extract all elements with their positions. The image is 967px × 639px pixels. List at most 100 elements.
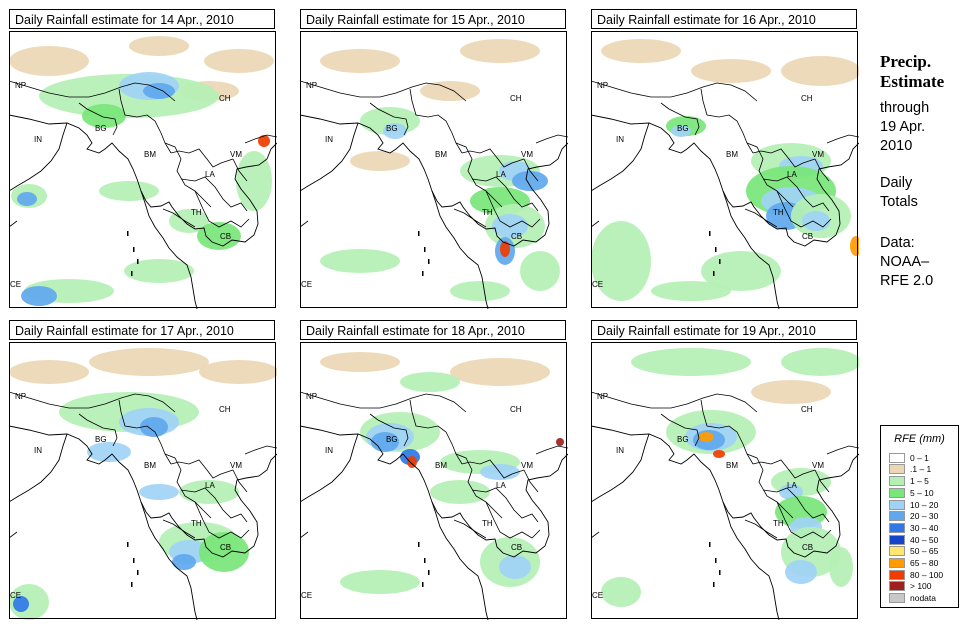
coastline bbox=[431, 501, 489, 620]
legend-swatch bbox=[889, 546, 905, 557]
country-label: BM bbox=[144, 150, 156, 159]
island bbox=[428, 570, 430, 575]
coastline bbox=[140, 190, 198, 309]
rain-area bbox=[139, 484, 179, 500]
legend-item: .1 – 1 bbox=[889, 464, 931, 476]
island bbox=[133, 558, 135, 563]
rain-area bbox=[601, 577, 641, 607]
country-border bbox=[369, 102, 409, 136]
island bbox=[418, 231, 420, 236]
country-label: CH bbox=[219, 405, 231, 414]
rain-area bbox=[87, 442, 131, 462]
country-border bbox=[9, 220, 18, 228]
legend-swatch bbox=[889, 464, 905, 475]
country-label: VM bbox=[812, 461, 824, 470]
country-label: CE bbox=[301, 280, 312, 289]
coastline bbox=[591, 425, 859, 558]
country-label: VM bbox=[812, 150, 824, 159]
country-border bbox=[300, 80, 467, 102]
panel-title: Daily Rainfall estimate for 16 Apr., 201… bbox=[591, 9, 857, 29]
country-border bbox=[78, 413, 118, 447]
rain-area bbox=[172, 554, 196, 570]
legend-label: 65 – 80 bbox=[910, 558, 939, 569]
data-line-1: Data: bbox=[880, 235, 915, 251]
rain-area bbox=[701, 251, 781, 291]
rain-area bbox=[340, 570, 420, 594]
country-border bbox=[244, 445, 277, 455]
rainfall-map: NP CH IN BG BM VM LA TH CB CE bbox=[300, 31, 568, 309]
country-label: BM bbox=[144, 461, 156, 470]
country-label: CH bbox=[801, 94, 813, 103]
country-border bbox=[162, 519, 196, 539]
country-label: VM bbox=[230, 150, 242, 159]
country-border bbox=[591, 80, 758, 102]
through-block: through 19 Apr. 2010 bbox=[880, 99, 929, 156]
country-border bbox=[170, 459, 234, 479]
coastline bbox=[140, 501, 198, 620]
country-label: CE bbox=[592, 280, 603, 289]
rain-area bbox=[204, 49, 274, 73]
rain-area bbox=[197, 222, 241, 250]
country-border bbox=[776, 190, 832, 228]
rain-area bbox=[17, 192, 37, 206]
island bbox=[137, 570, 139, 575]
coastline bbox=[431, 190, 489, 309]
data-source-block: Data: NOAA– RFE 2.0 bbox=[880, 234, 933, 291]
panel-title: Daily Rainfall estimate for 14 Apr., 201… bbox=[9, 9, 275, 29]
coastline bbox=[9, 425, 277, 558]
country-border bbox=[535, 134, 568, 144]
legend-item: 0 – 1 bbox=[889, 452, 929, 464]
island bbox=[133, 247, 135, 252]
country-label: TH bbox=[191, 519, 202, 528]
country-label: BM bbox=[435, 461, 447, 470]
country-label: LA bbox=[496, 481, 506, 490]
legend-swatch bbox=[889, 476, 905, 487]
island bbox=[424, 558, 426, 563]
country-label: BM bbox=[435, 150, 447, 159]
legend-label: 20 – 30 bbox=[910, 511, 939, 522]
country-border bbox=[762, 176, 830, 212]
country-border bbox=[591, 391, 758, 413]
country-label: BG bbox=[386, 435, 398, 444]
rain-area bbox=[320, 249, 400, 273]
country-label: NP bbox=[597, 392, 608, 401]
panel-title: Daily Rainfall estimate for 15 Apr., 201… bbox=[300, 9, 566, 29]
country-label: CB bbox=[511, 232, 522, 241]
legend-swatch bbox=[889, 499, 905, 510]
country-label: LA bbox=[205, 170, 215, 179]
map-panel-16-apr: Daily Rainfall estimate for 16 Apr., 201… bbox=[591, 9, 859, 309]
country-border bbox=[118, 88, 172, 154]
country-border bbox=[591, 531, 600, 539]
coastline bbox=[300, 433, 359, 503]
rain-area bbox=[601, 39, 681, 63]
rain-area bbox=[199, 360, 277, 384]
legend-swatch bbox=[889, 558, 905, 569]
map-frame bbox=[591, 342, 858, 619]
country-label: NP bbox=[597, 81, 608, 90]
island bbox=[709, 231, 711, 236]
rain-area bbox=[383, 123, 407, 139]
legend-swatch bbox=[889, 534, 905, 545]
legend-item: 40 – 50 bbox=[889, 534, 938, 546]
country-label: LA bbox=[787, 170, 797, 179]
rain-area bbox=[129, 36, 189, 56]
coastline bbox=[9, 122, 68, 192]
island bbox=[428, 259, 430, 264]
country-border bbox=[471, 487, 539, 523]
island bbox=[715, 558, 717, 563]
island bbox=[719, 570, 721, 575]
totals-block: Daily Totals bbox=[880, 174, 918, 212]
island bbox=[137, 259, 139, 264]
country-border bbox=[485, 190, 541, 228]
rain-area bbox=[671, 125, 691, 137]
map-panel-18-apr: Daily Rainfall estimate for 18 Apr., 201… bbox=[300, 320, 568, 620]
map-frame bbox=[9, 342, 276, 619]
country-label: BM bbox=[726, 461, 738, 470]
country-label: TH bbox=[773, 519, 784, 528]
country-border bbox=[752, 459, 816, 479]
legend-item: 80 – 100 bbox=[889, 569, 943, 581]
country-border bbox=[700, 399, 754, 465]
coastline bbox=[591, 433, 650, 503]
country-border bbox=[9, 391, 176, 413]
rain-area bbox=[143, 83, 175, 99]
